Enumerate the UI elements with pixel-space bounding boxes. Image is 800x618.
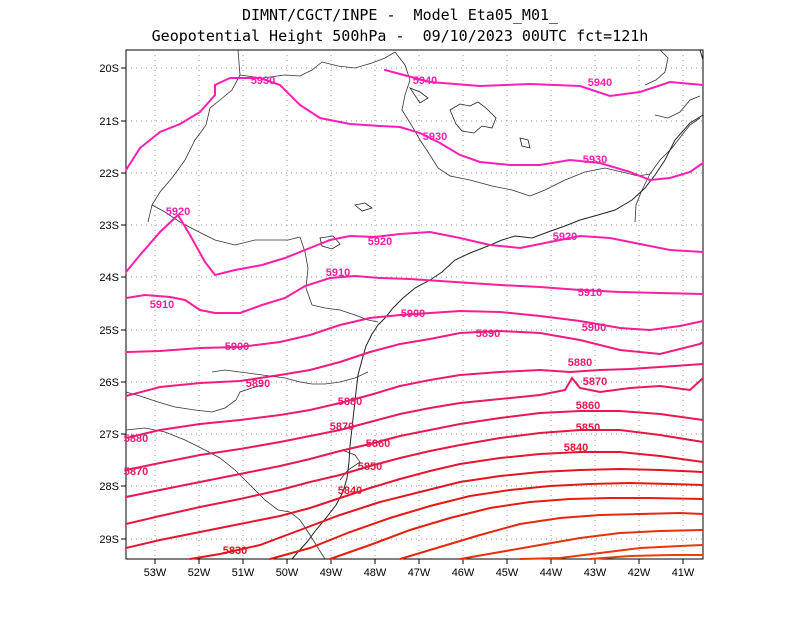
lat-label: 24S bbox=[99, 272, 119, 284]
contour-label: 5890 bbox=[246, 378, 270, 390]
contour-label: 5850 bbox=[358, 461, 382, 473]
coastline bbox=[291, 49, 704, 560]
lon-label: 46W bbox=[452, 567, 475, 579]
lat-label: 21S bbox=[99, 116, 119, 128]
contour-label: 5930 bbox=[423, 131, 447, 143]
lat-label: 25S bbox=[99, 325, 119, 337]
contour-5860 bbox=[125, 410, 704, 498]
axis-ticks bbox=[121, 67, 684, 564]
lat-label: 23S bbox=[99, 220, 119, 232]
contour-label: 5870 bbox=[124, 466, 148, 478]
contour-label: 5840 bbox=[338, 485, 362, 497]
contour-5820 bbox=[269, 481, 704, 560]
contour-label: 5870 bbox=[583, 376, 607, 388]
lon-label: 50W bbox=[276, 567, 299, 579]
contour-5880 bbox=[125, 363, 704, 439]
contour-5840 bbox=[125, 451, 704, 549]
lat-label: 28S bbox=[99, 481, 119, 493]
contour-5830 bbox=[189, 467, 704, 560]
lon-label: 43W bbox=[584, 567, 607, 579]
lon-label: 45W bbox=[496, 567, 519, 579]
contour-label: 5910 bbox=[326, 267, 350, 279]
lon-label: 49W bbox=[320, 567, 343, 579]
contour-label: 5910 bbox=[150, 299, 174, 311]
contour-label: 5880 bbox=[568, 357, 592, 369]
contour-5780 bbox=[519, 544, 704, 560]
contour-label: 5920 bbox=[553, 231, 577, 243]
lon-label: 52W bbox=[188, 567, 211, 579]
contour-5900 bbox=[125, 309, 704, 353]
contour-label: 5930 bbox=[251, 75, 275, 87]
lat-label: 27S bbox=[99, 429, 119, 441]
latitude-labels: 20S 21S 22S 23S 24S 25S 26S 27S 28S 29S bbox=[99, 63, 119, 546]
contour-labels: 5940 5940 5930 5930 5930 5920 5920 5920 … bbox=[124, 75, 612, 557]
contour-5910 bbox=[125, 274, 704, 314]
lat-label: 22S bbox=[99, 168, 119, 180]
contour-label: 5870 bbox=[330, 421, 354, 433]
lon-label: 53W bbox=[144, 567, 167, 579]
contour-5800 bbox=[399, 511, 704, 560]
contour-5930-north bbox=[214, 77, 704, 182]
lon-label: 42W bbox=[628, 567, 651, 579]
contour-5890 bbox=[125, 329, 704, 397]
contour-label: 5910 bbox=[578, 287, 602, 299]
contour-label: 5830 bbox=[223, 545, 247, 557]
lat-label: 20S bbox=[99, 63, 119, 75]
contour-label: 5850 bbox=[576, 422, 600, 434]
map-title-line-1: DIMNT/CGCT/INPE - Model Eta05_M01_ bbox=[241, 6, 559, 24]
lat-label: 29S bbox=[99, 534, 119, 546]
contour-5850 bbox=[125, 429, 704, 525]
contour-label: 5880 bbox=[124, 433, 148, 445]
contour-5920 bbox=[125, 213, 704, 277]
contour-5810 bbox=[329, 497, 704, 560]
lon-label: 47W bbox=[408, 567, 431, 579]
contour-5930-west bbox=[125, 84, 216, 171]
contour-5770 bbox=[589, 554, 704, 560]
lon-label: 44W bbox=[540, 567, 563, 579]
contour-label: 5920 bbox=[166, 206, 190, 218]
contour-label: 5930 bbox=[583, 154, 607, 166]
contour-label: 5900 bbox=[401, 308, 425, 320]
graticule bbox=[126, 50, 703, 559]
contour-label: 5880 bbox=[338, 396, 362, 408]
lon-label: 51W bbox=[232, 567, 255, 579]
contour-5790 bbox=[459, 529, 704, 560]
contours bbox=[125, 69, 704, 560]
lat-label: 26S bbox=[99, 377, 119, 389]
lakes bbox=[319, 87, 531, 250]
contour-label: 5890 bbox=[476, 328, 500, 340]
contour-label: 5940 bbox=[588, 77, 612, 89]
lon-label: 41W bbox=[672, 567, 695, 579]
contour-label: 5920 bbox=[368, 236, 392, 248]
lon-label: 48W bbox=[364, 567, 387, 579]
contour-5870 bbox=[125, 376, 704, 471]
contour-label: 5900 bbox=[582, 322, 606, 334]
contour-label: 5860 bbox=[576, 400, 600, 412]
contour-5940 bbox=[384, 69, 704, 98]
contour-label: 5840 bbox=[564, 442, 588, 454]
contour-label: 5940 bbox=[413, 75, 437, 87]
longitude-labels: 53W 52W 51W 50W 49W 48W 47W 46W 45W 44W … bbox=[144, 567, 695, 579]
contour-label: 5860 bbox=[366, 438, 390, 450]
contour-label: 5900 bbox=[225, 341, 249, 353]
map-title-line-2: Geopotential Height 500hPa - 09/10/2023 … bbox=[151, 27, 649, 45]
